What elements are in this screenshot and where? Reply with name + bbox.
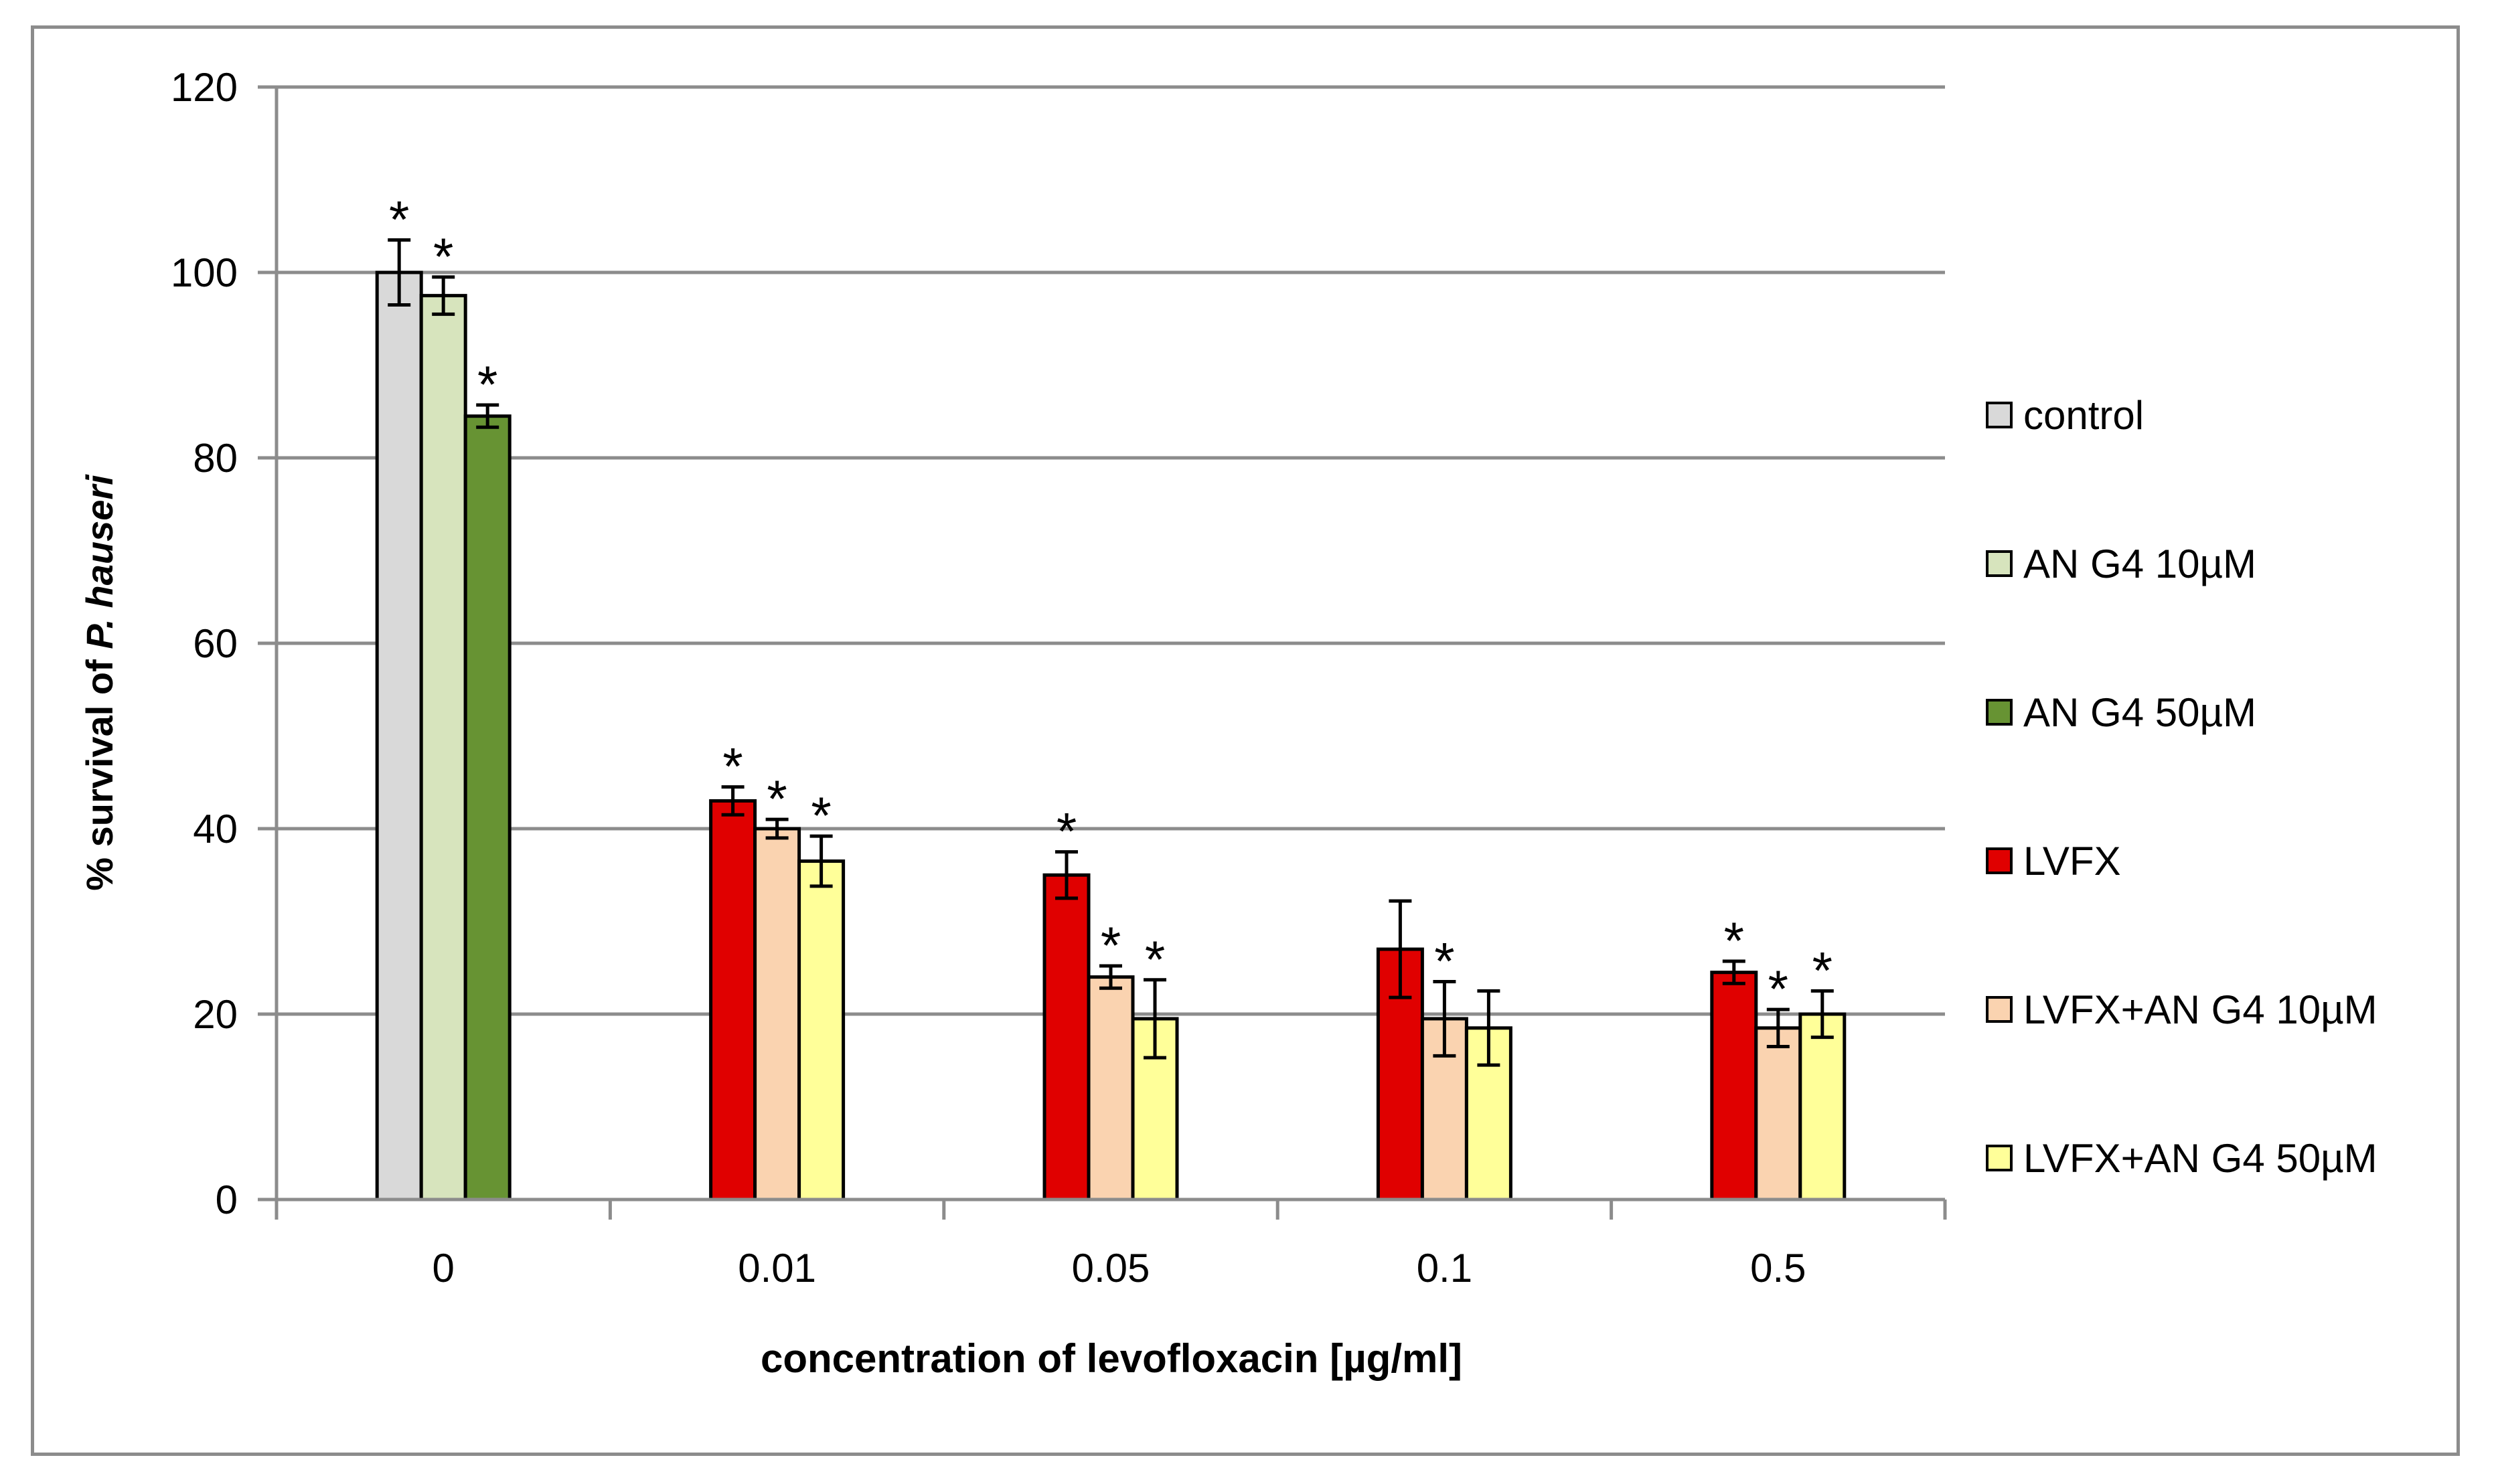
y-axis-title-species: P. hauseri	[78, 474, 121, 649]
x-tick-label: 0.1	[1417, 1246, 1472, 1291]
bar	[1710, 971, 1758, 1202]
x-tick-label: 0	[433, 1246, 455, 1291]
y-tick-label: 120	[171, 65, 238, 110]
x-axis-title: concentration of levofloxacin [µg/ml]	[761, 1336, 1462, 1381]
y-axis-title-prefix: % survival of	[78, 649, 121, 891]
x-tick-label: 0.5	[1750, 1246, 1806, 1291]
significance-marker: *	[1101, 916, 1121, 975]
legend-label: AN G4 50µM	[2023, 690, 2256, 735]
significance-marker: *	[1768, 959, 1788, 1018]
legend-swatch	[1986, 550, 2013, 577]
bar	[1798, 1012, 1847, 1202]
legend-label: AN G4 10µM	[2023, 542, 2256, 586]
legend-swatch	[1986, 699, 2013, 726]
bar	[375, 270, 423, 1202]
legend-swatch	[1986, 1145, 2013, 1171]
legend-swatch	[1986, 996, 2013, 1023]
significance-marker: *	[1812, 940, 1833, 999]
y-tick-label: 80	[193, 436, 238, 481]
significance-marker: *	[811, 786, 831, 845]
significance-marker: *	[433, 227, 453, 286]
significance-marker: *	[1434, 932, 1454, 991]
significance-marker: *	[389, 190, 409, 249]
legend-label: control	[2023, 393, 2144, 438]
bar	[419, 294, 467, 1202]
legend-label: LVFX+AN G4 50µM	[2023, 1136, 2378, 1181]
significance-marker: *	[767, 769, 787, 828]
significance-marker: *	[1724, 911, 1744, 970]
bar	[1754, 1026, 1802, 1202]
significance-marker: *	[477, 355, 497, 414]
legend-swatch	[1986, 402, 2013, 428]
bar	[463, 414, 512, 1202]
bars: * * * * * * * * * * * * *	[375, 190, 1847, 1202]
y-tick-label: 0	[216, 1177, 238, 1222]
grid-lines	[277, 85, 1945, 1016]
significance-marker: *	[1057, 802, 1077, 861]
y-tick-label: 20	[193, 992, 238, 1037]
significance-marker: *	[722, 737, 743, 796]
y-tick-label: 100	[171, 250, 238, 295]
y-tick-label: 60	[193, 621, 238, 666]
legend-label: LVFX+AN G4 10µM	[2023, 987, 2378, 1032]
y-tick-label: 40	[193, 807, 238, 851]
legend-swatch	[1986, 847, 2013, 874]
bar	[753, 827, 801, 1202]
legend: control AN G4 10µM AN G4 50µM LVFX LVFX+AN G…	[1986, 393, 2378, 1181]
significance-marker: *	[1145, 930, 1165, 989]
bar	[1087, 975, 1135, 1202]
bar	[709, 799, 757, 1202]
axes: 0 20 40 60 80 100 120 0 0.01 0.05 0.1 0.5	[171, 65, 1947, 1291]
bar	[1420, 1017, 1468, 1202]
x-tick-label: 0.01	[738, 1246, 816, 1291]
bar	[797, 859, 846, 1202]
bar	[1042, 873, 1091, 1202]
y-axis-title: % survival of P. hauseri	[78, 474, 121, 891]
x-tick-label: 0.05	[1072, 1246, 1150, 1291]
legend-label: LVFX	[2023, 839, 2121, 884]
